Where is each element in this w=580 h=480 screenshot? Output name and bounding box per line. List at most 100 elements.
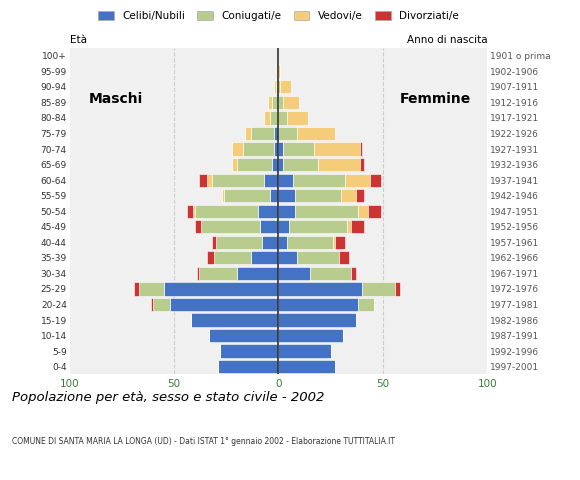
Text: Anno di nascita: Anno di nascita (407, 35, 487, 45)
Bar (243, 143, 274, 156)
Bar (287, 111, 307, 124)
Bar (360, 158, 364, 171)
Bar (278, 313, 356, 326)
Bar (293, 173, 345, 187)
Bar (276, 80, 278, 94)
Bar (251, 251, 278, 264)
Bar (356, 189, 364, 202)
Bar (233, 143, 243, 156)
Bar (270, 189, 278, 202)
Bar (278, 251, 297, 264)
Bar (314, 143, 360, 156)
Bar (351, 220, 364, 233)
Bar (224, 189, 270, 202)
Bar (358, 204, 368, 218)
Bar (278, 143, 282, 156)
Bar (282, 143, 314, 156)
Legend: Celibi/Nubili, Coniugati/e, Vedovi/e, Divorziati/e: Celibi/Nubili, Coniugati/e, Vedovi/e, Di… (98, 11, 459, 21)
Bar (289, 220, 347, 233)
Bar (295, 204, 358, 218)
Bar (251, 127, 274, 140)
Bar (262, 236, 278, 249)
Bar (278, 189, 295, 202)
Bar (201, 220, 260, 233)
Bar (220, 345, 278, 358)
Bar (278, 158, 282, 171)
Text: Femmine: Femmine (400, 92, 470, 106)
Bar (368, 204, 380, 218)
Bar (278, 345, 331, 358)
Bar (237, 158, 272, 171)
Bar (278, 204, 295, 218)
Bar (287, 236, 333, 249)
Bar (295, 189, 341, 202)
Text: Popolazione per età, sesso e stato civile - 2002: Popolazione per età, sesso e stato civil… (12, 391, 324, 404)
Bar (297, 251, 339, 264)
Bar (310, 267, 351, 280)
Bar (351, 267, 356, 280)
Bar (212, 236, 216, 249)
Bar (278, 298, 358, 311)
Bar (151, 298, 153, 311)
Bar (260, 220, 278, 233)
Bar (213, 251, 251, 264)
Bar (278, 236, 287, 249)
Bar (345, 173, 370, 187)
Bar (195, 204, 258, 218)
Bar (268, 96, 272, 109)
Bar (164, 282, 278, 296)
Text: COMUNE DI SANTA MARIA LA LONGA (UD) - Dati ISTAT 1° gennaio 2002 - Elaborazione : COMUNE DI SANTA MARIA LA LONGA (UD) - Da… (12, 437, 394, 446)
Bar (335, 236, 345, 249)
Bar (278, 127, 297, 140)
Bar (341, 189, 356, 202)
Bar (135, 282, 139, 296)
Bar (208, 173, 212, 187)
Bar (272, 96, 278, 109)
Bar (278, 282, 362, 296)
Bar (237, 267, 278, 280)
Bar (222, 189, 224, 202)
Bar (278, 267, 310, 280)
Bar (278, 220, 289, 233)
Bar (270, 111, 278, 124)
Bar (370, 173, 380, 187)
Bar (339, 251, 349, 264)
Bar (333, 236, 335, 249)
Bar (264, 173, 278, 187)
Bar (281, 80, 291, 94)
Bar (347, 220, 351, 233)
Bar (282, 96, 299, 109)
Bar (153, 298, 170, 311)
Bar (278, 329, 343, 342)
Bar (170, 298, 278, 311)
Bar (362, 282, 396, 296)
Bar (278, 111, 287, 124)
Bar (208, 251, 213, 264)
Bar (278, 96, 282, 109)
Text: Maschi: Maschi (88, 92, 143, 106)
Bar (258, 204, 278, 218)
Bar (278, 80, 281, 94)
Bar (197, 267, 199, 280)
Bar (187, 204, 193, 218)
Bar (264, 111, 270, 124)
Bar (193, 204, 195, 218)
Bar (209, 329, 278, 342)
Bar (396, 282, 400, 296)
Bar (278, 173, 293, 187)
Bar (216, 236, 262, 249)
Bar (274, 80, 276, 94)
Bar (272, 158, 278, 171)
Bar (233, 158, 237, 171)
Bar (199, 267, 237, 280)
Bar (358, 298, 375, 311)
Bar (278, 65, 281, 78)
Bar (218, 360, 278, 373)
Bar (297, 127, 335, 140)
Bar (245, 127, 251, 140)
Bar (282, 158, 318, 171)
Bar (139, 282, 164, 296)
Bar (195, 220, 201, 233)
Bar (360, 143, 362, 156)
Text: Età: Età (70, 35, 86, 45)
